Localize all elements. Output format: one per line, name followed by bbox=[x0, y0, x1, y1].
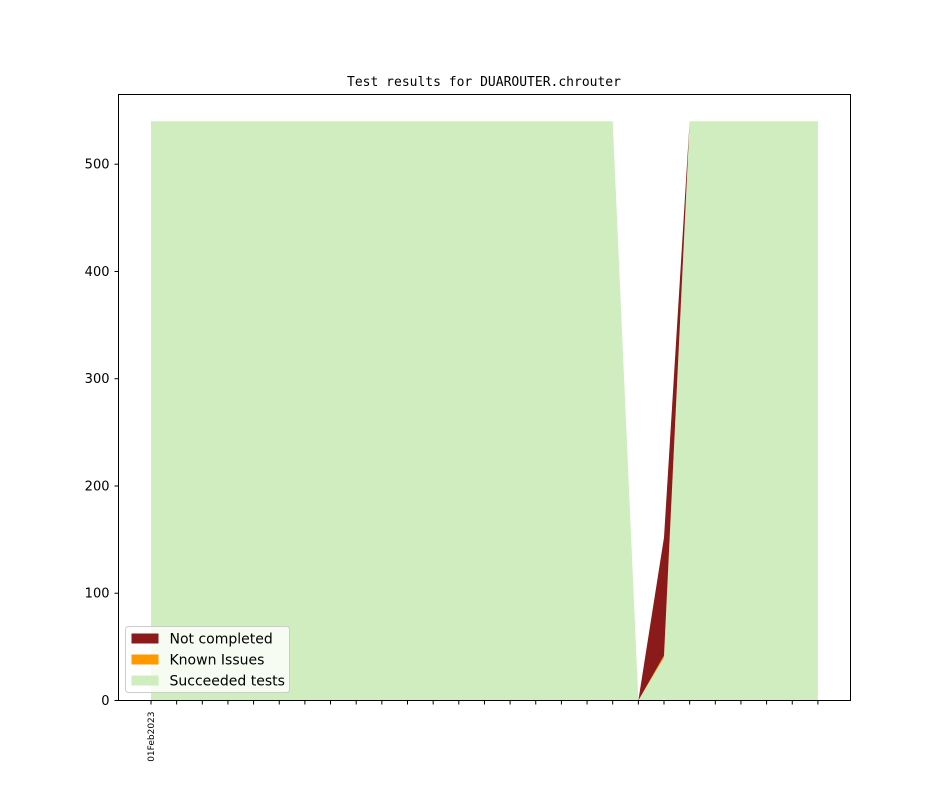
legend-label: Not completed bbox=[170, 632, 273, 648]
legend-label: Succeeded tests bbox=[170, 674, 285, 690]
legend-box bbox=[125, 626, 290, 693]
y-tick-label: 200 bbox=[85, 479, 110, 494]
legend-swatch bbox=[131, 633, 159, 644]
y-tick-label: 500 bbox=[85, 158, 110, 173]
y-tick-label: 100 bbox=[85, 587, 110, 602]
series-areas bbox=[151, 121, 818, 701]
x-axis: 01Feb2023 bbox=[147, 700, 819, 762]
area-succeeded-tests bbox=[151, 121, 818, 701]
x-tick-label: 01Feb2023 bbox=[147, 712, 157, 762]
legend-swatch bbox=[131, 654, 159, 665]
legend: Not completed Known Issues Succeeded tests bbox=[125, 626, 290, 693]
legend-swatch bbox=[131, 675, 159, 686]
y-axis: 0 100 200 300 400 500 bbox=[85, 158, 119, 709]
y-tick-label: 400 bbox=[85, 265, 110, 280]
chart-title: Test results for DUAROUTER.chrouter bbox=[347, 75, 621, 90]
y-tick-label: 0 bbox=[101, 694, 109, 709]
y-tick-label: 300 bbox=[85, 372, 110, 387]
legend-label: Known Issues bbox=[170, 653, 265, 669]
